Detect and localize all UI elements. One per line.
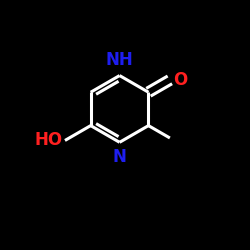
Text: NH: NH [106,52,134,69]
Text: N: N [112,148,126,166]
Text: HO: HO [34,132,62,150]
Text: O: O [174,71,188,89]
